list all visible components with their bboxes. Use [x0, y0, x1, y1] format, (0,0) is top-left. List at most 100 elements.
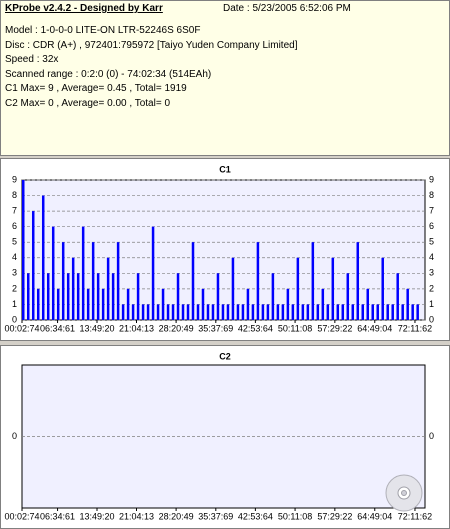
x-tick-label: 64:49:04	[357, 323, 392, 333]
bar	[126, 288, 130, 320]
x-tick-label: 00:02:74	[4, 511, 39, 521]
y-tick-label-right: 5	[429, 237, 434, 247]
y-tick-label-right: 2	[429, 283, 434, 293]
info-line: Scanned range : 0:2:0 (0) - 74:02:34 (51…	[5, 68, 212, 80]
x-tick-label: 35:37:69	[198, 511, 233, 521]
bar	[56, 288, 60, 320]
x-tick-label: 13:49:20	[79, 511, 114, 521]
y-tick-label-right: 3	[429, 268, 434, 278]
y-tick-label-right: 7	[429, 205, 434, 215]
bar	[306, 304, 310, 320]
bar	[241, 304, 245, 320]
y-tick-label: 0	[12, 314, 17, 324]
bar	[371, 304, 374, 320]
bar	[31, 211, 35, 320]
y-tick-label-right: 6	[429, 221, 434, 231]
bar	[201, 288, 205, 320]
c1-chart: C1 0 0 1 1 2 2 3 3 4 4 5 5 6 6 7 7 8 8 9 9 00:02:74 06:34:61 13…	[0, 158, 450, 341]
bar	[71, 257, 75, 320]
x-tick-label: 00:02:74	[4, 323, 39, 333]
bar	[226, 304, 230, 320]
x-tick-label: 28:20:49	[159, 323, 194, 333]
bar	[381, 257, 384, 320]
bar	[161, 288, 165, 320]
bar	[396, 273, 399, 320]
bar	[171, 304, 175, 320]
y-tick-label-right: 0	[429, 431, 434, 441]
bar	[26, 273, 30, 320]
bar	[391, 304, 394, 320]
x-tick-label: 72:11:62	[398, 511, 432, 521]
bar	[231, 257, 235, 320]
bar	[286, 288, 290, 320]
x-tick-label: 21:04:13	[119, 323, 154, 333]
bar	[351, 304, 355, 320]
bar	[236, 304, 240, 320]
x-tick-label: 57:29:22	[317, 323, 352, 333]
bar	[406, 288, 409, 320]
bar	[411, 304, 414, 320]
bar	[191, 242, 195, 320]
bar	[61, 242, 65, 320]
bar	[22, 180, 25, 320]
y-tick-label: 6	[12, 221, 17, 231]
y-tick-label-right: 8	[429, 190, 434, 200]
bar	[166, 304, 170, 320]
bar	[196, 304, 200, 320]
bar	[356, 242, 360, 320]
info-line: C2 Max= 0 , Average= 0.00 , Total= 0	[5, 97, 171, 109]
x-tick-label: 21:04:13	[119, 511, 154, 521]
bar	[321, 288, 325, 320]
y-tick-label: 8	[12, 190, 17, 200]
app-title: KProbe v2.4.2 - Designed by Karr	[5, 3, 163, 14]
bar	[101, 288, 105, 320]
bar	[106, 257, 110, 320]
bar	[401, 304, 404, 320]
x-tick-label: 06:34:61	[40, 511, 75, 521]
disc-icon	[401, 490, 407, 496]
bar	[151, 226, 155, 320]
bar	[86, 288, 90, 320]
bar	[81, 226, 85, 320]
c2-chart: C2 0 0 00:02:74 06:34:61 13:49:20 21:04:13 28:2…	[0, 345, 450, 529]
chart-title: C1	[219, 164, 231, 174]
bar	[376, 304, 379, 320]
bar	[316, 304, 320, 320]
x-tick-label: 42:53:64	[238, 323, 273, 333]
bar	[116, 242, 120, 320]
bar	[186, 304, 190, 320]
bar	[246, 288, 250, 320]
y-tick-label: 1	[12, 299, 17, 309]
info-panel: KProbe v2.4.2 - Designed by Karr Date : …	[0, 0, 450, 156]
bar	[46, 273, 50, 320]
bar	[296, 257, 300, 320]
bar	[141, 304, 145, 320]
chart-title: C2	[219, 351, 231, 361]
bar	[311, 242, 315, 320]
x-tick-label: 35:37:69	[198, 323, 233, 333]
x-tick-label: 57:29:22	[317, 511, 352, 521]
y-tick-label: 0	[12, 431, 17, 441]
y-tick-label: 4	[12, 252, 17, 262]
bar	[261, 304, 265, 320]
x-tick-label: 72:11:62	[398, 323, 432, 333]
bar	[51, 226, 55, 320]
y-tick-label: 7	[12, 205, 17, 215]
bar	[386, 304, 389, 320]
x-tick-label: 28:20:49	[159, 511, 194, 521]
bar	[326, 304, 330, 320]
x-tick-label: 13:49:20	[79, 323, 114, 333]
bar	[96, 273, 100, 320]
bar	[221, 304, 225, 320]
bar	[211, 304, 215, 320]
bar	[181, 304, 185, 320]
bar	[206, 304, 210, 320]
bar	[36, 288, 40, 320]
bar	[131, 304, 135, 320]
bar	[301, 304, 305, 320]
bar	[281, 304, 285, 320]
bar	[276, 304, 280, 320]
info-line: C1 Max= 9 , Average= 0.45 , Total= 1919	[5, 83, 187, 94]
x-tick-label: 42:53:64	[238, 511, 273, 521]
